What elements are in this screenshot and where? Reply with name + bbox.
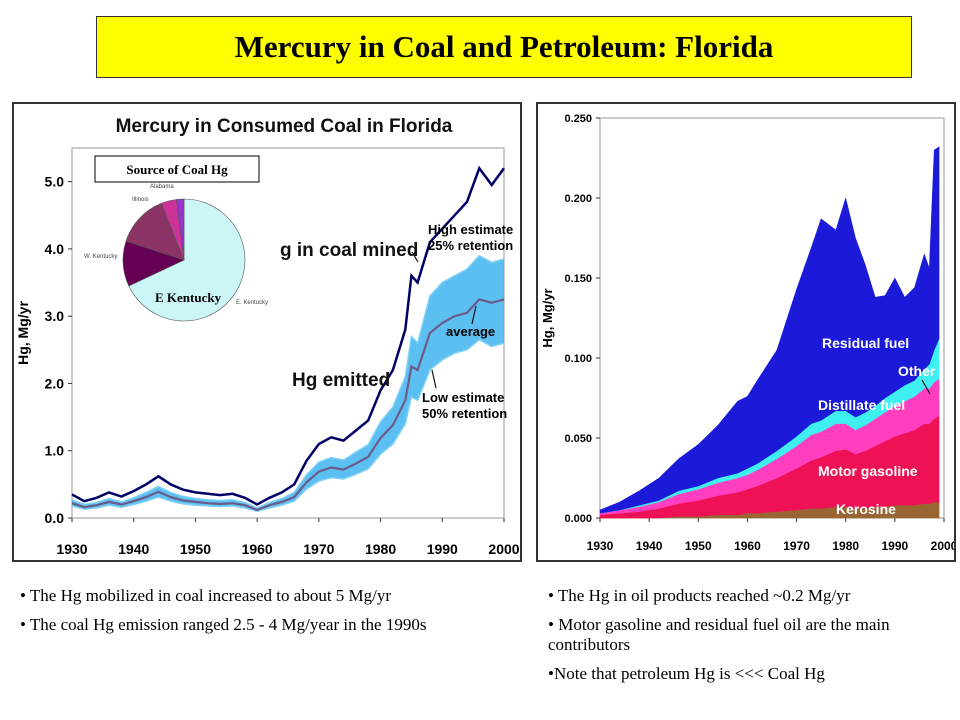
- annotation-kerosine: Kerosine: [836, 501, 896, 517]
- x-tick-label: 1950: [180, 541, 211, 557]
- pie-slice: [176, 198, 185, 261]
- x-tick-label: 1950: [685, 539, 712, 553]
- pie-label: W. Kentucky: [84, 254, 117, 260]
- annotation-coal-mined: g in coal mined: [280, 240, 418, 261]
- annotation-low-line1: Low estimate: [422, 390, 504, 405]
- annotation-pointer-average: [471, 305, 477, 325]
- bullet-item: • The Hg in oil products reached ~0.2 Mg…: [548, 586, 851, 605]
- bullet-item: • The coal Hg emission ranged 2.5 - 4 Mg…: [20, 615, 427, 634]
- pie-slice: [125, 202, 185, 261]
- y-tick-label: 4.0: [45, 241, 65, 257]
- pie-label: Alabama: [150, 184, 174, 190]
- y-tick-label: 2.0: [45, 375, 65, 391]
- annotation-high-line1: High estimate: [428, 222, 513, 237]
- slide-title: Mercury in Coal and Petroleum: Florida: [234, 29, 774, 64]
- y-tick-label: 0.150: [564, 273, 592, 285]
- bullets-left: • The Hg mobilized in coal increased to …: [20, 586, 540, 644]
- bullet-item: • Motor gasoline and residual fuel oil a…: [548, 615, 890, 654]
- y-tick-label: 0.050: [564, 433, 592, 445]
- coal-chart-panel: Mercury in Consumed Coal in Florida 0.0 1.…: [12, 102, 522, 562]
- pie-title-box: [94, 155, 260, 183]
- series-line-low-estimate: [71, 338, 505, 513]
- annotation-residual-fuel: Residual fuel: [822, 335, 909, 351]
- x-tick-label: 1960: [734, 539, 761, 553]
- slide-title-box: Mercury in Coal and Petroleum: Florida: [96, 16, 912, 78]
- emission-range-band: [72, 255, 504, 512]
- x-tick-label: 1980: [832, 539, 859, 553]
- y-tick-label: 0.0: [45, 510, 65, 526]
- pie-label: Illinois: [132, 197, 149, 203]
- x-tick-label: 1990: [427, 541, 458, 557]
- annotation-pointer-low: [431, 369, 437, 389]
- petroleum-chart-panel: 0.000 0.050 0.100 0.150 0.200 0.250 1930 1940 19…: [536, 102, 956, 562]
- pie-slice: [128, 198, 246, 322]
- x-tick-label: 1960: [242, 541, 273, 557]
- annotation-pointer-other: [921, 379, 931, 395]
- x-tick-label: 2000: [488, 541, 519, 557]
- x-tick-label: 1930: [56, 541, 87, 557]
- bullets-right: • The Hg in oil products reached ~0.2 Mg…: [548, 586, 948, 693]
- y-tick-label: 0.100: [564, 353, 592, 365]
- pie-callout: E Kentucky: [155, 290, 222, 305]
- annotation-other: Other: [898, 363, 936, 379]
- annotation-high-line2: 25% retention: [428, 238, 513, 253]
- pie-title: Source of Coal Hg: [126, 162, 228, 177]
- x-tick-label: 1970: [783, 539, 810, 553]
- x-tick-label: 1980: [365, 541, 396, 557]
- x-tick-label: 1940: [118, 541, 149, 557]
- x-tick-label: 1990: [882, 539, 909, 553]
- pie-inset: E. Kentucky W. Kentucky Illinois Alabama Sou…: [84, 155, 268, 322]
- x-tick-label: 1970: [303, 541, 334, 557]
- annotation-low-line2: 50% retention: [422, 406, 507, 421]
- annotation-hg-emitted: Hg emitted: [292, 370, 390, 391]
- chart-title: Mercury in Consumed Coal in Florida: [116, 116, 453, 137]
- series-line-average: [71, 298, 505, 512]
- annotation-motor-gasoline: Motor gasoline: [818, 463, 918, 479]
- area-residual-fuel: [599, 146, 940, 514]
- annotation-average: average: [446, 324, 495, 339]
- bullet-item: •Note that petroleum Hg is <<< Coal Hg: [548, 664, 825, 683]
- annotation-distillate-fuel: Distillate fuel: [818, 397, 905, 413]
- y-tick-label: 1.0: [45, 443, 65, 459]
- series-line-high-estimate: [71, 254, 505, 509]
- annotation-pointer-mined: [411, 251, 419, 263]
- x-tick-label: 2000: [931, 539, 954, 553]
- y-tick-label: 0.200: [564, 193, 592, 205]
- y-tick-label: 5.0: [45, 174, 65, 190]
- x-tick-label: 1930: [587, 539, 614, 553]
- bullet-item: • The Hg mobilized in coal increased to …: [20, 586, 392, 605]
- y-tick-label: 0.250: [564, 113, 592, 125]
- coal-chart: Mercury in Consumed Coal in Florida 0.0 1.…: [15, 116, 520, 557]
- x-tick-label: 1940: [636, 539, 663, 553]
- y-axis-label: Hg, Mg/yr: [15, 301, 31, 365]
- y-tick-label: 3.0: [45, 308, 65, 324]
- y-axis-label: Hg, Mg/yr: [540, 288, 555, 347]
- pie-label: E. Kentucky: [236, 300, 268, 306]
- petroleum-chart: 0.000 0.050 0.100 0.150 0.200 0.250 1930 1940 19…: [540, 113, 954, 553]
- series-line-coal-mined: [71, 165, 506, 506]
- y-tick-label: 0.000: [564, 513, 592, 525]
